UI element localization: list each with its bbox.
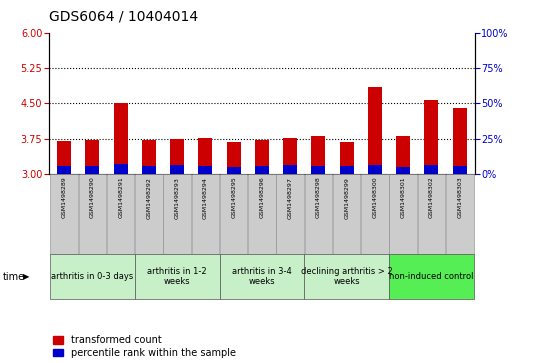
Bar <box>198 138 212 174</box>
Text: GSM1498290: GSM1498290 <box>90 177 95 219</box>
Bar <box>446 174 474 254</box>
Bar <box>198 166 212 174</box>
Bar <box>50 174 78 254</box>
Bar <box>192 174 219 254</box>
Bar <box>255 166 269 174</box>
Bar <box>57 166 71 174</box>
Bar <box>113 164 127 174</box>
Bar <box>220 174 247 254</box>
Bar <box>227 167 241 174</box>
Text: GSM1498303: GSM1498303 <box>457 177 462 219</box>
Text: GSM1498297: GSM1498297 <box>288 177 293 219</box>
Bar <box>170 165 184 174</box>
Bar <box>312 136 326 174</box>
Bar <box>142 166 156 174</box>
Text: GDS6064 / 10404014: GDS6064 / 10404014 <box>49 9 198 24</box>
Bar <box>248 174 276 254</box>
Bar <box>135 174 163 254</box>
Text: GSM1498292: GSM1498292 <box>146 177 151 219</box>
Bar <box>396 135 410 174</box>
Bar <box>283 165 297 174</box>
Bar <box>453 166 467 174</box>
Text: arthritis in 1-2
weeks: arthritis in 1-2 weeks <box>147 267 207 286</box>
Bar <box>107 174 134 254</box>
Bar <box>135 254 220 299</box>
Bar <box>57 141 71 174</box>
Text: non-induced control: non-induced control <box>389 272 474 281</box>
Bar <box>276 174 304 254</box>
Bar <box>312 166 326 174</box>
Bar <box>142 140 156 174</box>
Text: GSM1498296: GSM1498296 <box>259 177 265 219</box>
Bar <box>304 254 389 299</box>
Bar <box>305 174 332 254</box>
Bar <box>424 165 438 174</box>
Bar <box>227 142 241 174</box>
Bar <box>417 174 446 254</box>
Bar <box>78 174 106 254</box>
Legend: transformed count, percentile rank within the sample: transformed count, percentile rank withi… <box>53 335 236 358</box>
Bar <box>85 140 99 174</box>
Text: arthritis in 3-4
weeks: arthritis in 3-4 weeks <box>232 267 292 286</box>
Bar <box>453 108 467 174</box>
Bar <box>220 254 304 299</box>
Bar <box>368 87 382 174</box>
Bar <box>389 174 417 254</box>
Bar <box>340 142 354 174</box>
Bar <box>389 254 474 299</box>
Bar <box>283 138 297 174</box>
Text: GSM1498289: GSM1498289 <box>62 177 66 219</box>
Bar <box>361 174 389 254</box>
Text: GSM1498298: GSM1498298 <box>316 177 321 219</box>
Bar <box>368 165 382 174</box>
Bar <box>255 140 269 174</box>
Bar <box>170 139 184 174</box>
Bar <box>333 174 361 254</box>
Bar <box>396 167 410 174</box>
Bar <box>163 174 191 254</box>
Text: GSM1498299: GSM1498299 <box>344 177 349 219</box>
Text: ▶: ▶ <box>23 272 30 281</box>
Text: GSM1498300: GSM1498300 <box>373 177 377 218</box>
Text: GSM1498295: GSM1498295 <box>231 177 236 219</box>
Text: GSM1498291: GSM1498291 <box>118 177 123 219</box>
Text: GSM1498301: GSM1498301 <box>401 177 406 218</box>
Bar <box>50 254 135 299</box>
Text: GSM1498294: GSM1498294 <box>203 177 208 219</box>
Bar <box>340 166 354 174</box>
Bar <box>85 166 99 174</box>
Text: GSM1498293: GSM1498293 <box>174 177 180 219</box>
Text: arthritis in 0-3 days: arthritis in 0-3 days <box>51 272 133 281</box>
Text: GSM1498302: GSM1498302 <box>429 177 434 219</box>
Text: time: time <box>3 272 25 282</box>
Bar <box>113 103 127 174</box>
Bar <box>424 100 438 174</box>
Text: declining arthritis > 2
weeks: declining arthritis > 2 weeks <box>301 267 393 286</box>
